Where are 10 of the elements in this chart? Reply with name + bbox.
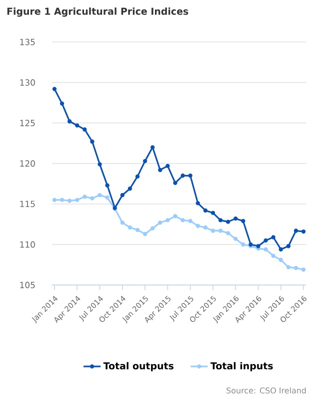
y-tick-label: 125 [20,120,35,126]
y-tick-label: 105 [20,282,35,288]
chart-title: Figure 1 Agricultural Price Indices [7,8,188,17]
y-tick-label: 120 [20,160,35,167]
y-tick-label: 115 [20,200,35,208]
legend-label: Total outputs [103,362,174,372]
y-tick-label: 135 [20,38,35,46]
y-tick-label: 130 [20,79,35,86]
y-tick-label: 110 [20,241,35,248]
legend-label: Total inputs [210,362,273,372]
